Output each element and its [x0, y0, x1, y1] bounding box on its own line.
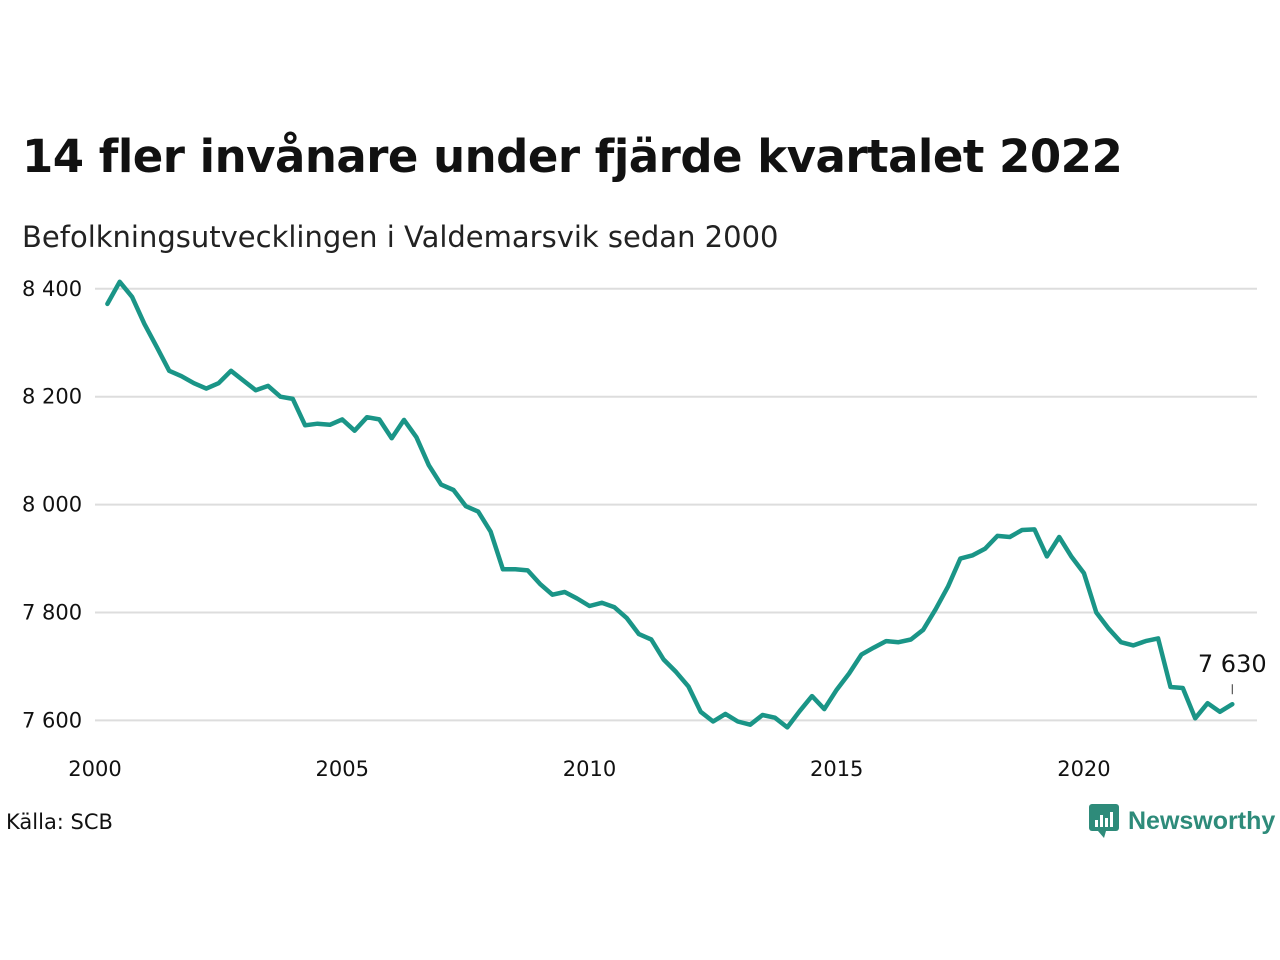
chart-subtitle: Befolkningsutvecklingen i Valdemarsvik s…: [22, 220, 779, 254]
y-tick-label: 7 600: [22, 708, 82, 732]
x-tick-label: 2010: [563, 757, 616, 781]
series-layer: [105, 279, 1235, 730]
x-tick-label: 2020: [1057, 757, 1110, 781]
y-tick-label: 8 200: [22, 385, 82, 409]
annotations: 7 630: [1198, 650, 1267, 695]
brand-name: Newsworthy: [1128, 806, 1276, 835]
y-tick-label: 8 400: [22, 277, 82, 301]
x-axis-ticks: 2000 2005 2010 2015 2020: [68, 757, 1110, 781]
gridlines: [95, 287, 1257, 722]
source-note: Källa: SCB: [6, 810, 113, 834]
y-tick-label: 7 800: [22, 601, 82, 625]
x-tick-label: 2015: [810, 757, 863, 781]
newsworthy-logo-icon: [1089, 804, 1119, 838]
y-tick-label: 8 000: [22, 493, 82, 517]
x-tick-label: 2005: [316, 757, 369, 781]
y-axis-ticks: 7 600 7 800 8 000 8 200 8 400: [22, 277, 82, 733]
end-value-label: 7 630: [1198, 650, 1267, 678]
chart-title: 14 fler invånare under fjärde kvartalet …: [22, 130, 1123, 183]
x-tick-label: 2000: [68, 757, 121, 781]
brand-logo[interactable]: Newsworthy: [1088, 803, 1275, 839]
series-line: [105, 279, 1235, 730]
